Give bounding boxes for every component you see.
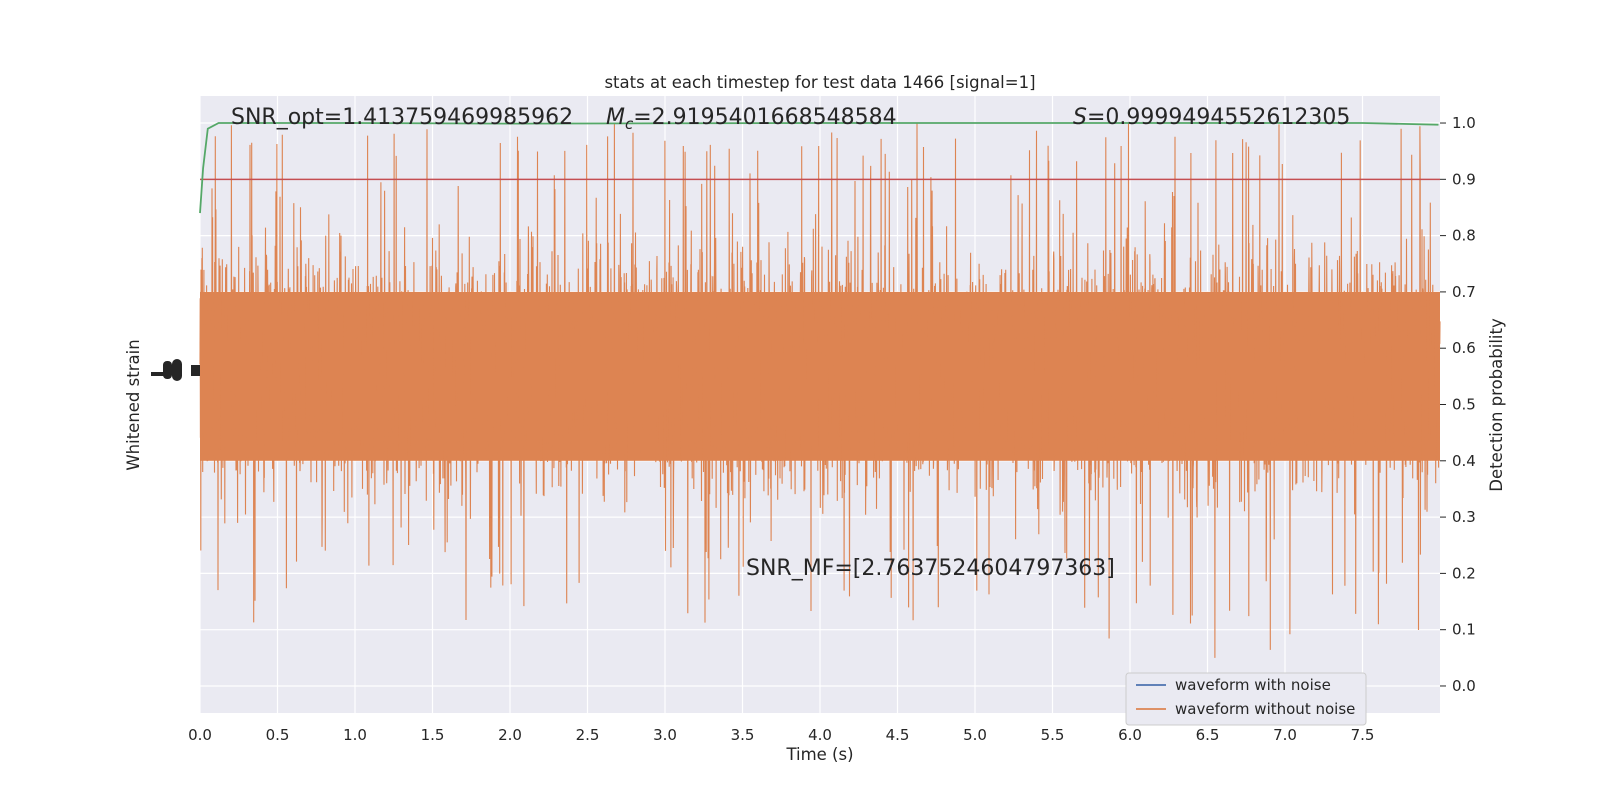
x-tick-label: 1.5 bbox=[421, 726, 445, 744]
chart-title: stats at each timestep for test data 146… bbox=[604, 73, 1035, 92]
x-tick-label: 0.5 bbox=[266, 726, 290, 744]
mc-value: =2.9195401668548584 bbox=[633, 105, 896, 130]
legend-label-with-noise: waveform with noise bbox=[1175, 676, 1331, 694]
annotation-s: S=0.9999494552612305 bbox=[1073, 105, 1350, 130]
y-right-tick-label: 0.8 bbox=[1452, 227, 1476, 245]
strain-line bbox=[199, 122, 1441, 658]
x-tick-label: 7.0 bbox=[1273, 726, 1297, 744]
annotation-snr-mf: SNR_MF=[2.7637524604797363] bbox=[746, 556, 1115, 581]
annotation-snr-opt: SNR_opt=1.413759469985962 bbox=[231, 105, 573, 130]
left-tick-glyph bbox=[172, 359, 182, 381]
strain-series bbox=[199, 122, 1441, 658]
y-right-tick-label: 0.9 bbox=[1452, 170, 1476, 188]
x-tick-label: 4.0 bbox=[808, 726, 832, 744]
y-right-tick-label: 0.4 bbox=[1452, 452, 1476, 470]
x-tick-label: 4.5 bbox=[886, 726, 910, 744]
legend-label-without-noise: waveform without noise bbox=[1175, 700, 1355, 718]
y-right-tick-label: 0.0 bbox=[1452, 677, 1476, 695]
mc-subscript: c bbox=[625, 115, 634, 133]
y-right-tick-label: 0.6 bbox=[1452, 339, 1476, 357]
x-tick-label: 0.0 bbox=[188, 726, 212, 744]
y-right-tick-label: 0.3 bbox=[1452, 508, 1476, 526]
left-tick-glyph bbox=[151, 372, 165, 376]
x-tick-label: 3.0 bbox=[653, 726, 677, 744]
y-right-tick-label: 0.1 bbox=[1452, 621, 1476, 639]
x-tick-label: 2.0 bbox=[498, 726, 522, 744]
x-tick-label: 3.5 bbox=[731, 726, 755, 744]
legend: waveform with noise waveform without noi… bbox=[1125, 672, 1367, 726]
x-tick-label: 1.0 bbox=[343, 726, 367, 744]
x-tick-label: 6.0 bbox=[1118, 726, 1142, 744]
left-tick-glyph bbox=[191, 365, 200, 376]
legend-box bbox=[1125, 672, 1367, 726]
y-right-tick-label: 0.5 bbox=[1452, 396, 1476, 414]
x-tick-label: 5.0 bbox=[963, 726, 987, 744]
y-right-tick-label: 0.7 bbox=[1452, 283, 1476, 301]
x-tick-label: 2.5 bbox=[576, 726, 600, 744]
left-tick-glyphs bbox=[151, 359, 200, 381]
x-tick-label: 5.5 bbox=[1041, 726, 1065, 744]
mc-symbol: M bbox=[606, 105, 625, 130]
y-right-tick-labels: 0.0 0.1 0.2 0.3 0.4 0.5 0.6 0.7 0.8 0.9 1.0 bbox=[1440, 114, 1476, 695]
detection-probability-line bbox=[199, 122, 1439, 214]
y-axis-label-left: Whitened strain bbox=[124, 339, 143, 470]
x-axis-label: Time (s) bbox=[785, 745, 853, 764]
s-value: =0.9999494552612305 bbox=[1087, 105, 1350, 130]
left-tick-glyph bbox=[163, 361, 172, 379]
y-right-tick-label: 1.0 bbox=[1452, 114, 1476, 132]
annotation-mc: Mc=2.9195401668548584 bbox=[606, 105, 897, 133]
probability-lines bbox=[199, 122, 1440, 214]
x-tick-labels: 0.0 0.5 1.0 1.5 2.0 2.5 3.0 3.5 4.0 4.5 5.0 5.5 6.0 6… bbox=[188, 726, 1374, 744]
y-right-tick-label: 0.2 bbox=[1452, 564, 1476, 582]
x-tick-label: 7.5 bbox=[1351, 726, 1375, 744]
s-symbol: S bbox=[1073, 105, 1087, 130]
y-axis-label-right: Detection probability bbox=[1487, 318, 1506, 492]
x-tick-label: 6.5 bbox=[1196, 726, 1220, 744]
